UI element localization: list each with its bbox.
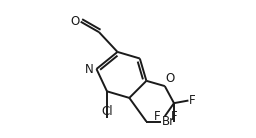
Text: Br: Br: [162, 115, 175, 128]
Text: F: F: [189, 94, 196, 107]
Text: N: N: [85, 63, 94, 75]
Text: Cl: Cl: [101, 105, 113, 118]
Text: F: F: [154, 110, 161, 123]
Text: O: O: [165, 72, 175, 85]
Text: F: F: [171, 110, 177, 123]
Text: O: O: [70, 15, 79, 28]
